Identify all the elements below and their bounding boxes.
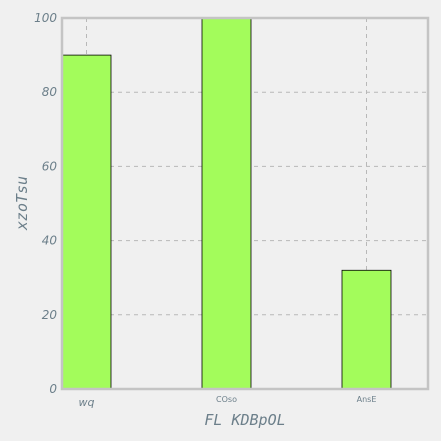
y-axis-label: xzoTsu xyxy=(13,176,31,231)
y-tick-label: 60 xyxy=(42,159,58,173)
bar-AnsE xyxy=(341,269,392,390)
x-tick-label: COso xyxy=(216,395,237,404)
bar-COso xyxy=(201,17,252,390)
y-tick-label: 40 xyxy=(42,234,58,248)
y-tick-label: 0 xyxy=(49,382,57,396)
x-tick-label: wq xyxy=(79,396,95,409)
x-axis-label: FL KDBpOL xyxy=(204,411,285,429)
x-tick-label: AnsE xyxy=(357,395,377,404)
y-tick-label: 80 xyxy=(42,85,58,99)
y-tick-labels: 0 20 40 60 80 100 xyxy=(34,11,57,396)
plot-frame xyxy=(60,16,430,391)
bar-wq xyxy=(61,54,112,390)
x-tick-labels: wq COso AnsE xyxy=(79,395,377,409)
y-tick-label: 100 xyxy=(34,11,57,25)
y-tick-label: 20 xyxy=(42,308,58,322)
